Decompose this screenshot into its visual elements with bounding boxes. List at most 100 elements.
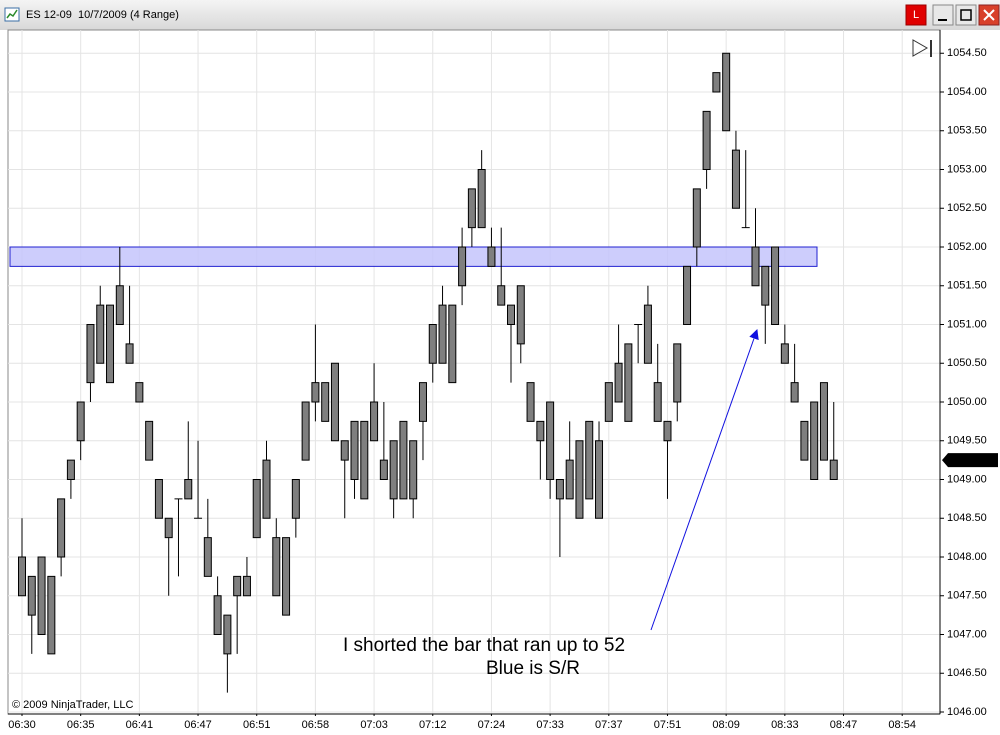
candle-body [106,304,115,384]
y-tick-label: 1046.00 [947,706,987,718]
candle-body [125,343,134,364]
candle-body [145,420,154,461]
y-tick-label: 1053.00 [947,163,987,175]
candle-body [712,72,721,93]
candle-body [321,382,330,422]
candle-body [27,575,36,616]
grid [8,30,940,714]
candle-body [242,575,251,597]
candle-body [399,420,408,500]
candle-body [487,246,496,267]
title-bar [0,0,1000,30]
candle-body [428,324,437,364]
candle-body [595,440,604,519]
candle-body [771,246,780,325]
candle-body [819,382,828,461]
x-tick-label: 06:30 [8,719,36,731]
candle-body [311,382,320,403]
annotation-arrow [650,329,759,631]
candle-body [301,401,310,461]
x-tick-label: 07:24 [478,719,506,731]
x-tick-label: 08:09 [712,719,740,731]
candle-body [272,537,281,597]
candle-body [115,285,124,325]
scroll-end-icon[interactable] [912,39,929,57]
candle-body [497,285,506,306]
candle-body [164,517,173,539]
candle-body [780,343,789,364]
candle-body [252,479,261,539]
candle-body [47,575,56,655]
candle-body [565,459,574,500]
y-tick-label: 1052.50 [947,202,987,214]
x-tick-label: 07:37 [595,719,623,731]
y-tick-label: 1051.00 [947,318,987,330]
zone-layer [9,246,818,267]
x-tick-label: 06:58 [302,719,330,731]
candle-body [233,575,242,597]
candle-body [340,440,349,461]
candle-body [614,362,623,403]
candle-body [507,304,515,325]
candle-body [350,420,359,480]
candle-body [800,420,809,461]
candle-body [477,169,486,229]
candle-body [683,265,692,325]
candle-body [526,382,535,422]
candle-body [448,304,457,384]
y-tick-label: 1048.00 [947,551,987,563]
candle-body [516,285,525,345]
candle-body [829,459,838,480]
candle-body [57,498,66,558]
candle-body [184,479,193,500]
candle-body [604,382,613,422]
candle-body [409,440,418,500]
y-tick-label: 1054.00 [947,86,987,98]
app-icon-line [6,9,18,19]
maximize-button[interactable] [955,4,977,26]
x-tick-label: 06:47 [184,719,212,731]
annotation: I shorted the bar that ran up to 52 [343,635,625,656]
candle-body [379,459,388,480]
candle-body [213,595,222,635]
x-tick-label: 07:12 [419,719,447,731]
candle-body [536,420,545,442]
candle-body [389,440,398,500]
x-tick-label: 08:47 [830,719,858,731]
sr-zone [9,246,818,267]
candle-body [731,149,740,209]
minimize-button[interactable] [932,4,954,26]
link-button-label: L [913,9,919,21]
candle-body [360,420,369,500]
x-tick-label: 08:54 [888,719,916,731]
candle-body [86,324,95,384]
candle-body [790,382,799,403]
y-tick-label: 1048.50 [947,512,987,524]
candle-body [692,188,701,248]
candle-body [751,246,760,287]
x-tick-label: 06:41 [126,719,154,731]
x-tick-label: 07:33 [536,719,564,731]
x-tick-label: 07:03 [360,719,388,731]
candle-body [761,265,770,306]
candle-body [370,401,379,442]
candle-body [663,420,672,442]
candle-body [154,479,163,519]
y-tick-label: 1052.00 [947,241,987,253]
candle-body [203,537,212,577]
candle-body [282,537,291,616]
annotation: Blue is S/R [486,658,580,679]
candle-body [653,382,662,422]
y-tick-label: 1050.50 [947,357,987,369]
candle-body [810,401,819,480]
candle-body [418,382,427,422]
axes: 1046.00 1046.50 1047.00 1047.50 1048.00 1048.… [8,30,998,731]
link-button[interactable] [905,4,927,26]
x-tick-label: 06:51 [243,719,271,731]
x-tick-label: 07:51 [654,719,682,731]
candle-body [37,556,46,635]
candle-body [467,188,476,229]
maximize-icon [960,9,972,21]
